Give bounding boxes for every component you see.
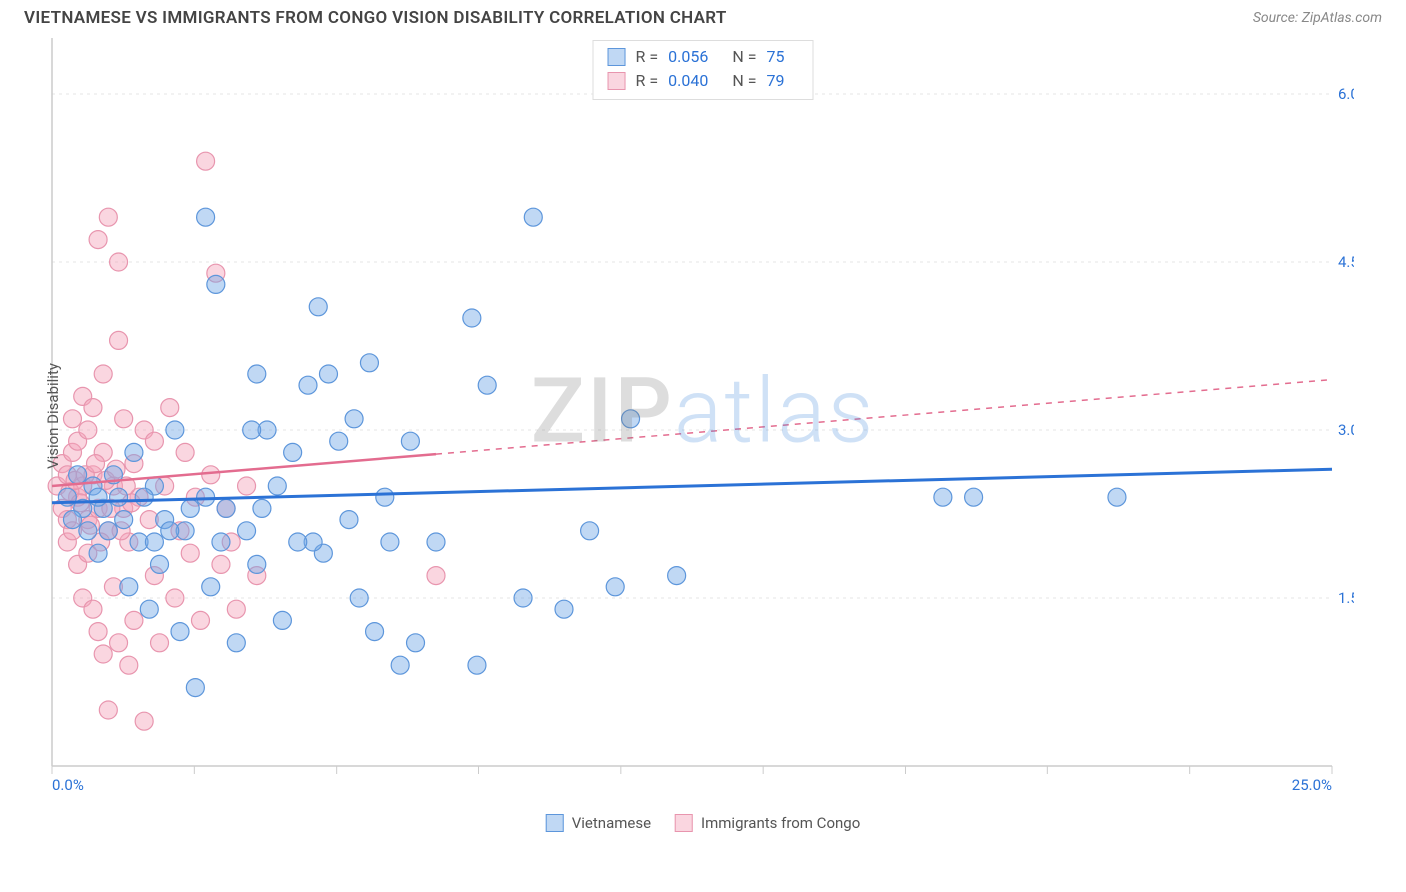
scatter-chart: 1.5% 3.0% 4.5% 6.0% 0.0% 25.0% (24, 34, 1354, 794)
swatch-vietnamese-2 (546, 814, 564, 832)
swatch-vietnamese (608, 48, 626, 66)
series-legend: Vietnamese Immigrants from Congo (546, 814, 861, 832)
n-value-1: 75 (766, 45, 784, 69)
chart-title: VIETNAMESE VS IMMIGRANTS FROM CONGO VISI… (24, 8, 727, 28)
legend-label-1: Vietnamese (572, 814, 651, 832)
r-value-2: 0.040 (668, 69, 708, 93)
svg-text:25.0%: 25.0% (1292, 776, 1332, 794)
svg-text:4.5%: 4.5% (1338, 253, 1354, 271)
y-axis-label: Vision Disability (44, 363, 62, 469)
swatch-congo (608, 72, 626, 90)
svg-text:1.5%: 1.5% (1338, 589, 1354, 607)
svg-text:6.0%: 6.0% (1338, 85, 1354, 103)
r-value-1: 0.056 (668, 45, 708, 69)
n-value-2: 79 (766, 69, 784, 93)
legend-label-2: Immigrants from Congo (701, 814, 860, 832)
svg-text:0.0%: 0.0% (52, 776, 84, 794)
swatch-congo-2 (675, 814, 693, 832)
source-attribution: Source: ZipAtlas.com (1253, 10, 1382, 26)
chart-container: 1.5%3.0%4.5%6.0%0.0%25.0% ZIPatlas Visio… (24, 34, 1382, 798)
svg-text:3.0%: 3.0% (1338, 421, 1354, 439)
stats-legend: R = 0.056 N = 75 R = 0.040 N = 79 (593, 40, 814, 100)
